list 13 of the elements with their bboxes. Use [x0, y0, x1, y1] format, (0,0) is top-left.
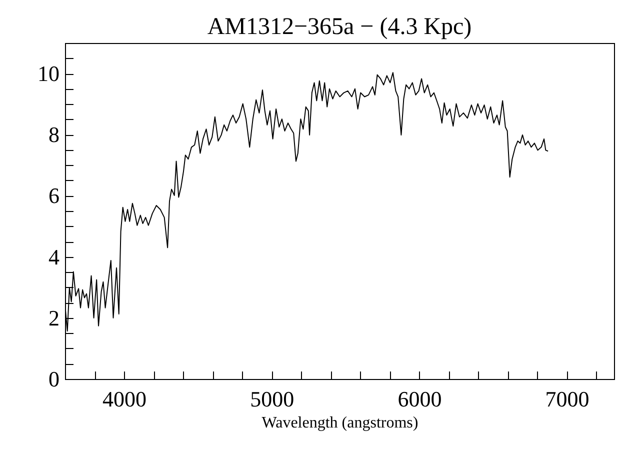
y-tick-label: 10 [38, 61, 60, 86]
y-tick-label: 0 [48, 366, 60, 392]
line-series [64, 72, 549, 332]
chart-title: AM1312−365a − (4.3 Kpc) [207, 14, 472, 40]
y-tick-label: 2 [48, 305, 60, 330]
x-tick-label: 4000 [102, 386, 147, 412]
x-tick-label: 5000 [250, 386, 294, 412]
y-tick-label: 6 [48, 183, 60, 208]
x-tick-label: 6000 [398, 386, 442, 412]
y-tick-label: 8 [48, 122, 60, 148]
x-tick-label: 7000 [545, 386, 590, 412]
x-axis-title: Wavelength (angstroms) [262, 414, 418, 432]
y-tick-label: 4 [48, 244, 60, 270]
